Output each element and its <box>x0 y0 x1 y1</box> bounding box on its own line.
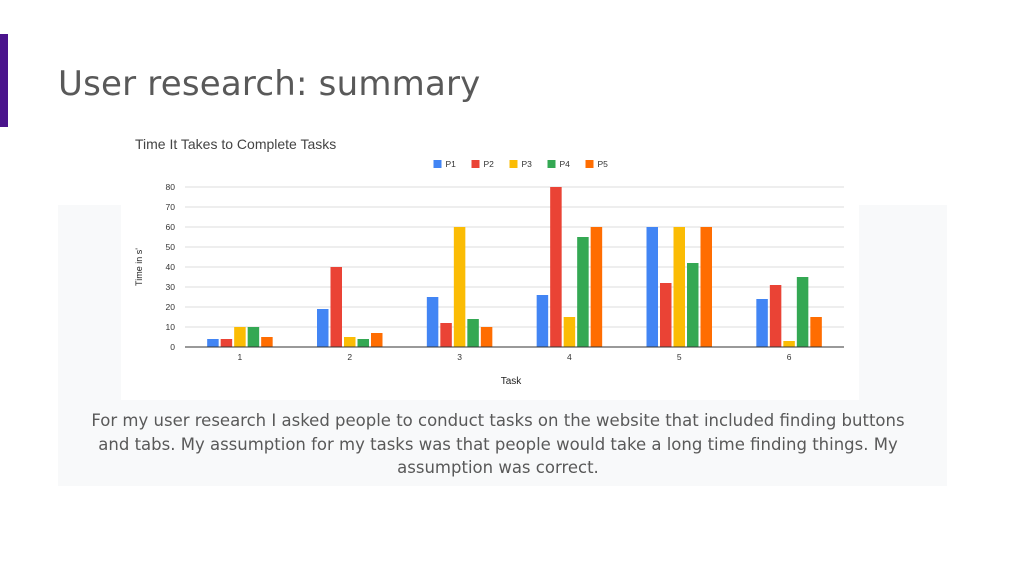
bar-p3-task-5 <box>673 227 685 347</box>
legend-label-p4: P4 <box>560 159 571 169</box>
x-tick-label: 5 <box>677 352 682 362</box>
bar-p5-task-5 <box>700 227 712 347</box>
bar-p3-task-4 <box>563 317 576 347</box>
y-tick-label: 70 <box>166 202 176 212</box>
y-tick-label: 60 <box>166 222 176 232</box>
bar-p2-task-6 <box>769 285 782 347</box>
y-tick-label: 40 <box>166 262 176 272</box>
bar-p5-task-6 <box>810 317 822 347</box>
y-tick-label: 0 <box>170 342 175 352</box>
chart-card: Time It Takes to Complete Tasks Task Tim… <box>121 130 859 400</box>
y-tick-label: 50 <box>166 242 176 252</box>
bar-p5-task-3 <box>480 327 493 347</box>
summary-text: For my user research I asked people to c… <box>91 411 905 477</box>
bar-p4-task-6 <box>796 277 809 347</box>
bar-p2-task-4 <box>550 187 562 347</box>
bar-p4-task-1 <box>247 327 260 347</box>
x-tick-label: 3 <box>457 352 462 362</box>
y-tick-label: 30 <box>166 282 176 292</box>
legend-label-p1: P1 <box>446 159 457 169</box>
x-tick-label: 2 <box>347 352 352 362</box>
bar-p4-task-5 <box>687 263 699 347</box>
accent-bar <box>0 34 8 127</box>
y-axis-label: Time in s' <box>134 248 144 286</box>
bar-p1-task-2 <box>317 309 329 347</box>
bar-p4-task-4 <box>577 237 589 347</box>
legend-swatch-p5 <box>585 160 594 168</box>
x-axis-label: Task <box>501 376 523 387</box>
x-tick-label: 1 <box>238 352 243 362</box>
bar-p3-task-2 <box>344 337 356 347</box>
bar-p3-task-6 <box>783 341 795 347</box>
bar-p2-task-3 <box>440 323 452 347</box>
bar-p3-task-1 <box>234 327 246 347</box>
bar-p5-task-2 <box>371 333 383 347</box>
legend-swatch-p4 <box>547 160 556 168</box>
bar-chart: Time It Takes to Complete Tasks Task Tim… <box>134 136 844 387</box>
bar-p2-task-2 <box>330 267 342 347</box>
y-tick-label: 20 <box>166 302 176 312</box>
legend-label-p2: P2 <box>484 159 495 169</box>
bar-p1-task-6 <box>756 299 768 347</box>
bar-p5-task-1 <box>261 337 273 347</box>
bar-p4-task-2 <box>357 339 369 347</box>
chart-title: Time It Takes to Complete Tasks <box>135 136 336 152</box>
bar-p2-task-5 <box>660 283 672 347</box>
slide-title: User research: summary <box>58 64 481 104</box>
legend-swatch-p2 <box>471 160 480 168</box>
legend-label-p5: P5 <box>598 159 609 169</box>
legend-swatch-p1 <box>433 160 442 168</box>
bar-p5-task-4 <box>590 227 603 347</box>
bar-p1-task-5 <box>646 227 658 347</box>
x-tick-label: 4 <box>567 352 572 362</box>
legend-label-p3: P3 <box>522 159 533 169</box>
bar-p1-task-4 <box>536 295 549 347</box>
bar-p1-task-3 <box>426 297 439 347</box>
bar-p3-task-3 <box>453 227 466 347</box>
bar-p4-task-3 <box>467 319 479 347</box>
y-tick-label: 80 <box>166 182 176 192</box>
x-tick-label: 6 <box>787 352 792 362</box>
y-tick-label: 10 <box>166 322 176 332</box>
bar-p1-task-1 <box>207 339 219 347</box>
legend-swatch-p3 <box>509 160 518 168</box>
bar-p2-task-1 <box>220 339 233 347</box>
